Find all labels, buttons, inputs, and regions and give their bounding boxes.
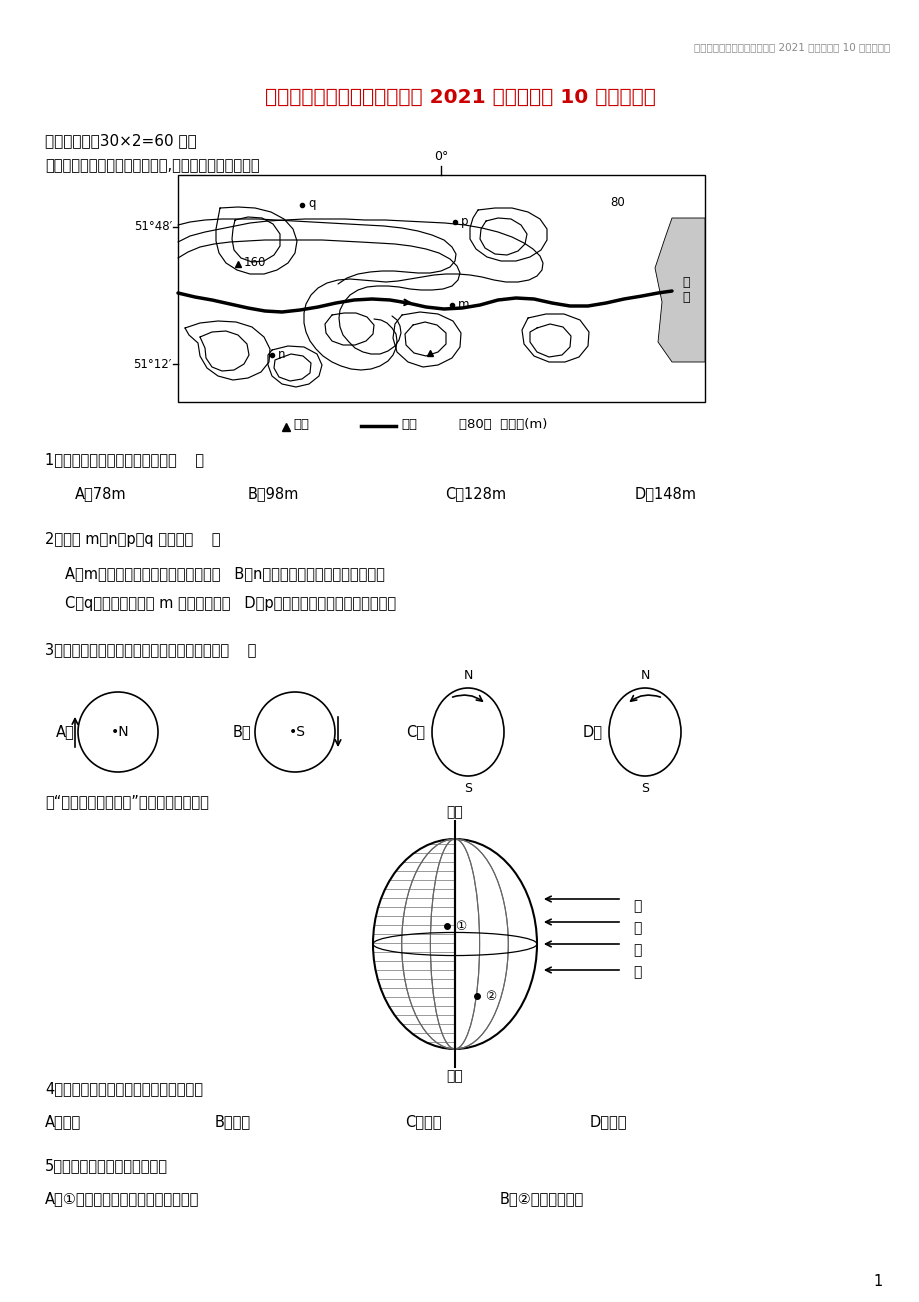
Text: 1．图示区域内河流落差可能是（    ）: 1．图示区域内河流落差可能是（ ） [45,452,204,467]
Text: 南极: 南极 [446,1069,463,1083]
Text: 阳: 阳 [632,921,641,935]
Text: A．①地所在的纬线周长约为４万千米: A．①地所在的纬线周长约为４万千米 [45,1191,199,1206]
Text: 线: 线 [632,965,641,979]
Text: 河流: 河流 [401,418,417,431]
Text: 3．下图中既能表示地球正确的自转方向的是（    ）: 3．下图中既能表示地球正确的自转方向的是（ ） [45,642,256,658]
Text: B．②地位于南半球: B．②地位于南半球 [499,1191,584,1206]
Text: N: N [463,669,472,682]
Text: 2．图中 m、n、p、q 四地中（    ）: 2．图中 m、n、p、q 四地中（ ） [45,533,221,547]
Text: •S: •S [289,725,305,740]
Text: q: q [308,198,315,211]
Text: 51°48′: 51°48′ [133,220,172,233]
Text: C．秋分: C．秋分 [404,1115,441,1129]
Text: D．冬至: D．冬至 [589,1115,627,1129]
Text: B．夏至: B．夏至 [215,1115,251,1129]
Text: 51°12′: 51°12′ [133,358,172,371]
Text: m: m [458,297,469,310]
Text: S: S [463,783,471,796]
Text: 4．当太阳光照如图时，所表示的节气是: 4．当太阳光照如图时，所表示的节气是 [45,1081,203,1096]
Text: A．m地位于阴坡，坡度较其他三地陡   B．n地位于鞍部，地势较其他三地高: A．m地位于阴坡，坡度较其他三地陡 B．n地位于鞍部，地势较其他三地高 [65,566,384,581]
Text: D．: D． [583,724,602,740]
Text: D．148m: D．148m [634,486,697,501]
Text: 江苏省淮安市涟水县第一中学 2021 届高三地理 10 月月考试题: 江苏省淮安市涟水县第一中学 2021 届高三地理 10 月月考试题 [693,42,889,52]
Text: 北极: 北极 [446,805,463,819]
Bar [177,174,704,402]
Text: ②: ② [484,990,495,1003]
Text: ①: ① [455,919,466,932]
Text: S: S [641,783,648,796]
Text: n: n [278,348,285,361]
Text: 下图为世界某区域等高线地形图,读图，完成下面小题。: 下图为世界某区域等高线地形图,读图，完成下面小题。 [45,158,259,173]
Text: A．78m: A．78m [75,486,127,501]
Text: 0°: 0° [434,150,448,163]
Text: B．: B． [233,724,252,740]
Text: C．q地位于山谷，在 m 地的东北方向   D．p地位于山脊，处于盛行风迎风坡: C．q地位于山谷，在 m 地的东北方向 D．p地位于山脊，处于盛行风迎风坡 [65,596,396,611]
Text: －80－  等高线(m): －80－ 等高线(m) [459,418,548,431]
Text: p: p [460,215,468,228]
Text: 5．关于右图的叙述，错误的是: 5．关于右图的叙述，错误的是 [45,1157,168,1173]
Text: A．春分: A．春分 [45,1115,81,1129]
Text: A．: A． [56,724,74,740]
Text: B．98m: B．98m [248,486,299,501]
Text: •N: •N [110,725,130,740]
Text: 太: 太 [632,898,641,913]
Text: 光: 光 [632,943,641,957]
Text: 160: 160 [244,255,267,268]
Text: 1: 1 [872,1275,881,1289]
Text: 山峰: 山峰 [293,418,309,431]
Text: N: N [640,669,649,682]
Text: 海
洋: 海 洋 [682,276,689,303]
Text: C．: C． [405,724,425,740]
Text: C．128m: C．128m [445,486,505,501]
Text: 江苏省淮安市涟水县第一中学 2021 届高三地理 10 月月考试题: 江苏省淮安市涟水县第一中学 2021 届高三地理 10 月月考试题 [265,89,654,107]
Text: 80: 80 [609,195,624,208]
Polygon shape [654,217,704,362]
Text: 一、单选题（30×2=60 分）: 一、单选题（30×2=60 分） [45,133,197,148]
Text: 读“太阳和光照示意图”，完成下面小题。: 读“太阳和光照示意图”，完成下面小题。 [45,794,209,809]
